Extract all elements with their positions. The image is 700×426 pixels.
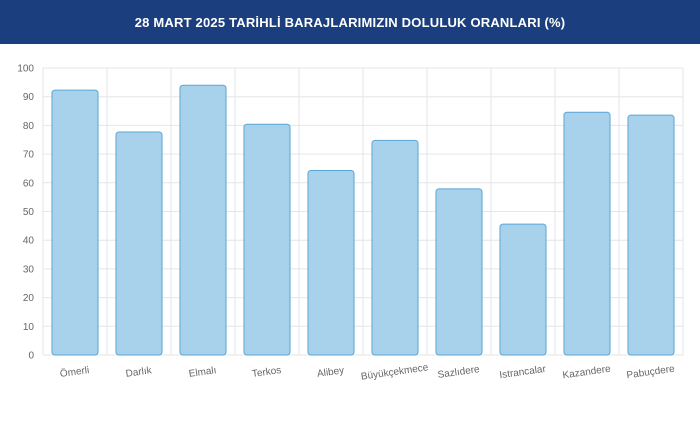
x-tick-label: Elmalı xyxy=(188,365,217,380)
y-tick-label: 20 xyxy=(23,293,35,304)
x-tick-label: Pabuçdere xyxy=(626,364,676,382)
y-tick-label: 40 xyxy=(23,236,35,247)
bar-chart: 0 10 20 30 40 50 60 70 80 90 100 Ömerli Darlık Elmal… xyxy=(17,64,684,383)
bar xyxy=(627,114,675,356)
y-tick-label: 10 xyxy=(23,322,35,333)
x-tick-label: Büyükçekmece xyxy=(360,362,429,382)
bar xyxy=(371,139,419,356)
bar xyxy=(563,111,611,356)
chart-header: 28 MART 2025 TARİHLİ BARAJLARIMIZIN DOLU… xyxy=(0,0,700,44)
y-tick-label: 70 xyxy=(23,150,35,161)
chart-area: 0 10 20 30 40 50 60 70 80 90 100 Ömerli Darlık Elmal… xyxy=(0,44,700,426)
bar xyxy=(435,188,483,356)
x-tick-label: Sazlıdere xyxy=(437,364,481,381)
x-tick-label: Kazandere xyxy=(562,364,612,382)
chart-title: 28 MART 2025 TARİHLİ BARAJLARIMIZIN DOLU… xyxy=(134,14,566,30)
bar xyxy=(115,131,163,356)
x-tick-label: Terkos xyxy=(251,365,282,380)
y-tick-label: 60 xyxy=(23,178,35,189)
y-tick-label: 80 xyxy=(23,121,35,132)
bar xyxy=(499,223,547,356)
bar xyxy=(51,89,99,356)
x-tick-label: Istrancalar xyxy=(499,364,547,381)
bars xyxy=(51,84,675,356)
y-tick-label: 100 xyxy=(17,64,34,75)
x-axis-labels: Ömerli Darlık Elmalı Terkos Alibey Büyükçekme… xyxy=(59,362,676,382)
x-tick-label: Alibey xyxy=(316,365,345,380)
x-tick-label: Darlık xyxy=(125,365,153,380)
y-tick-label: 0 xyxy=(28,351,34,362)
bar xyxy=(243,123,291,356)
y-tick-label: 30 xyxy=(23,264,35,275)
y-axis-ticks: 0 10 20 30 40 50 60 70 80 90 100 xyxy=(17,64,34,362)
bar xyxy=(179,84,227,356)
x-tick-label: Ömerli xyxy=(59,364,90,380)
y-tick-label: 50 xyxy=(23,207,35,218)
y-tick-label: 90 xyxy=(23,92,35,103)
bar xyxy=(307,169,355,356)
